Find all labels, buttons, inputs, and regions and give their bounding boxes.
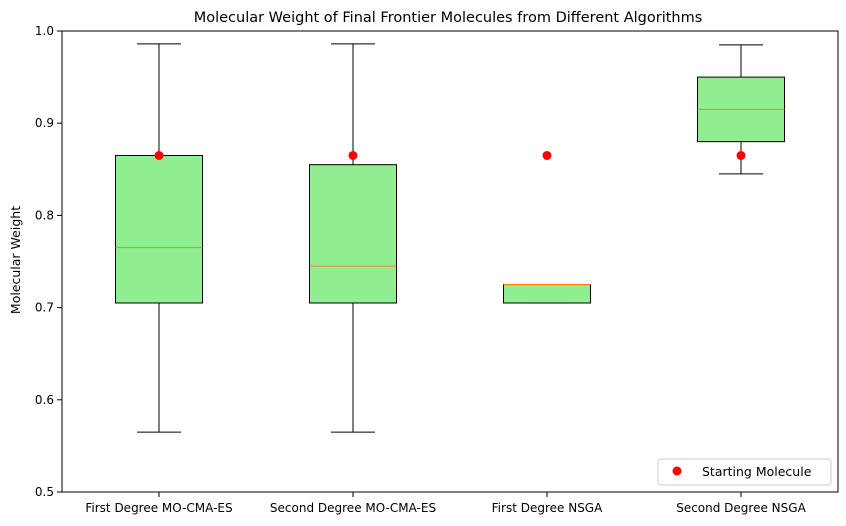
x-tick-label: First Degree MO-CMA-ES bbox=[85, 501, 232, 515]
legend-marker bbox=[672, 466, 682, 476]
starting-molecule-point bbox=[736, 150, 746, 160]
y-tick-label: 0.8 bbox=[35, 208, 54, 222]
legend-label: Starting Molecule bbox=[702, 464, 812, 479]
box bbox=[115, 154, 203, 304]
legend: Starting Molecule bbox=[657, 458, 832, 486]
y-tick-label: 0.5 bbox=[35, 485, 54, 499]
starting-molecule-point bbox=[348, 150, 358, 160]
axes-frame bbox=[61, 30, 839, 493]
x-tick-label: Second Degree MO-CMA-ES bbox=[270, 501, 436, 515]
plot-area: 0.5 0.6 0.7 0.8 0.9 1.0 First Degree MO-CMA-ES… bbox=[35, 24, 839, 515]
y-axis-label: Molecular Weight bbox=[8, 206, 23, 314]
x-tick-label: Second Degree NSGA bbox=[676, 501, 806, 515]
box bbox=[309, 164, 397, 304]
y-tick-label: 1.0 bbox=[35, 24, 54, 38]
y-tick-label: 0.6 bbox=[35, 393, 54, 407]
starting-molecule-point bbox=[154, 150, 164, 160]
x-tick-label: First Degree NSGA bbox=[492, 501, 603, 515]
box bbox=[503, 284, 591, 304]
chart-title: Molecular Weight of Final Frontier Molec… bbox=[194, 10, 703, 26]
y-tick-label: 0.9 bbox=[35, 116, 54, 130]
y-tick-label: 0.7 bbox=[35, 301, 54, 315]
legend-frame bbox=[657, 458, 832, 486]
starting-molecule-point bbox=[542, 150, 552, 160]
